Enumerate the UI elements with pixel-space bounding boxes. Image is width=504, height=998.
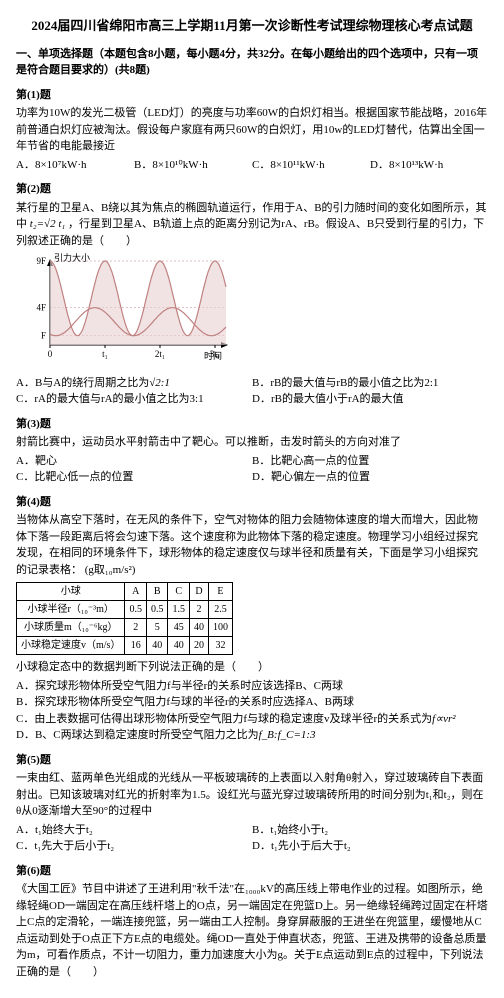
svg-text:4F: 4F xyxy=(36,303,46,313)
q6-header: 第(6)题 xyxy=(16,863,488,880)
q4-unit: (g取₁₀m/s²) xyxy=(85,564,136,576)
section-header: 一、单项选择题（本题包含8小题，每小题4分，共32分。在每小题给出的四个选项中，… xyxy=(16,46,488,79)
q5-opt-c: C．t₁先大于后小于t₂ xyxy=(16,838,252,855)
q1-opt-d: D．8×10¹³kW·h xyxy=(370,157,488,174)
q2-opt-c: C．rA的最大值与rA的最小值之比为3:1 xyxy=(16,391,252,408)
q2-body-2: ，行星到卫星A、B轨道上点的距离分别记为rA、rB。假设A、B只受到行星的引力，… xyxy=(16,218,484,247)
q5-options: A．t₁始终大于t₂ B．t₁始终小于t₂ C．t₁先大于后小于t₂ D．t₁先… xyxy=(16,822,488,855)
q5-header: 第(5)题 xyxy=(16,752,488,769)
q4-opt-d-text: D．B、C两球达到稳定速度时所受空气阻力之比为 xyxy=(16,729,259,741)
q1-opt-b: B．8×10¹⁰kW·h xyxy=(134,157,252,174)
q4-body2: 小球稳定态中的数据判断下列说法正确的是（ ） xyxy=(16,659,488,676)
q4-opt-c-text: C．由上表数据可估得出球形物体所受空气阻力f与球的稳定速度v及球半径r的关系式为 xyxy=(16,713,432,725)
q3-opt-c: C．比靶心低一点的位置 xyxy=(16,469,252,486)
q2-opt-b: B．rB的最大值与rB的最小值之比为2:1 xyxy=(252,375,488,392)
q4-table: 小球ABCDE小球半径r（₁₀⁻³m）0.50.51.522.5小球质量m（₁₀… xyxy=(16,582,233,655)
svg-text:2t₁: 2t₁ xyxy=(155,349,165,359)
q4-header: 第(4)题 xyxy=(16,494,488,511)
q3-body: 射箭比赛中，运动员水平射箭击中了靶心。可以推断，击发时箭头的方向对准了 xyxy=(16,434,488,451)
q1-header: 第(1)题 xyxy=(16,87,488,104)
q4-opt-b: B．探究球形物体所受空气阻力f与球的半径r的关系时应选择A、B两球 xyxy=(16,694,488,711)
q2-opt-a-val: √2:1 xyxy=(149,377,170,389)
q2-opt-d: D．rB的最大值小于rA的最大值 xyxy=(252,391,488,408)
q2-opt-a-text: A．B与A的绕行周期之比为 xyxy=(16,377,149,389)
q1-options: A．8×10⁷kW·h B．8×10¹⁰kW·h C．8×10¹¹kW·h D．… xyxy=(16,157,488,174)
q2-header: 第(2)题 xyxy=(16,181,488,198)
q4-opt-d-val: f_B:f_C=1:3 xyxy=(259,729,316,741)
q5-opt-a: A．t₁始终大于t₂ xyxy=(16,822,252,839)
q4-options: A．探究球形物体所受空气阻力f与半径r的关系时应该选择B、C两球 B．探究球形物… xyxy=(16,678,488,744)
q5-opt-d: D．t₁先小于后大于t₂ xyxy=(252,838,488,855)
q2-body: 某行星的卫星A、B绕以其为焦点的椭圆轨道运行，作用于A、B的引力随时间的变化如图… xyxy=(16,200,488,250)
q3-opt-b: B．比靶心高一点的位置 xyxy=(252,453,488,470)
q5-opt-b: B．t₁始终小于t₂ xyxy=(252,822,488,839)
svg-text:引力大小: 引力大小 xyxy=(54,253,90,263)
q4-opt-a: A．探究球形物体所受空气阻力f与半径r的关系时应该选择B、C两球 xyxy=(16,678,488,695)
exam-title: 2024届四川省绵阳市高三上学期11月第一次诊断性考试理综物理核心考点试题 xyxy=(16,16,488,36)
svg-text:0: 0 xyxy=(48,349,53,359)
q3-opt-d: D．靶心偏左一点的位置 xyxy=(252,469,488,486)
svg-text:F: F xyxy=(41,331,46,341)
svg-text:3t₁: 3t₁ xyxy=(210,349,220,359)
q1-body: 功率为10W的发光二极管（LED灯）的亮度与功率60W的白炽灯相当。根据国家节能… xyxy=(16,105,488,155)
q1-opt-a: A．8×10⁷kW·h xyxy=(16,157,134,174)
q4-opt-c-val: f∝vr² xyxy=(432,713,455,725)
q4-body: 当物体从高空下落时，在无风的条件下，空气对物体的阻力会随物体速度的增大而增大，因… xyxy=(16,512,488,578)
q2-options: A．B与A的绕行周期之比为√2:1 B．rB的最大值与rB的最小值之比为2:1 … xyxy=(16,375,488,408)
q5-body: 一束由红、蓝两单色光组成的光线从一平板玻璃砖的上表面以入射角θ射入，穿过玻璃砖自… xyxy=(16,770,488,820)
q2-opt-a: A．B与A的绕行周期之比为√2:1 xyxy=(16,375,252,392)
q2-chart: 9F4FF引力大小时间0t₁2t₁3t₁ xyxy=(16,253,488,369)
q3-options: A．靶心 B．比靶心高一点的位置 C．比靶心低一点的位置 D．靶心偏左一点的位置 xyxy=(16,453,488,486)
q2-formula: t₂=√2 t₁ xyxy=(30,218,65,230)
q3-header: 第(3)题 xyxy=(16,416,488,433)
q3-opt-a: A．靶心 xyxy=(16,453,252,470)
svg-text:t₁: t₁ xyxy=(102,349,108,359)
q6-body: 《大国工匠》节目中讲述了王进利用"秋千法"在₁₀₀₀kV的高压线上带电作业的过程… xyxy=(16,881,488,980)
q4-opt-d: D．B、C两球达到稳定速度时所受空气阻力之比为f_B:f_C=1:3 xyxy=(16,727,488,744)
q1-opt-c: C．8×10¹¹kW·h xyxy=(252,157,370,174)
svg-text:9F: 9F xyxy=(36,256,46,266)
